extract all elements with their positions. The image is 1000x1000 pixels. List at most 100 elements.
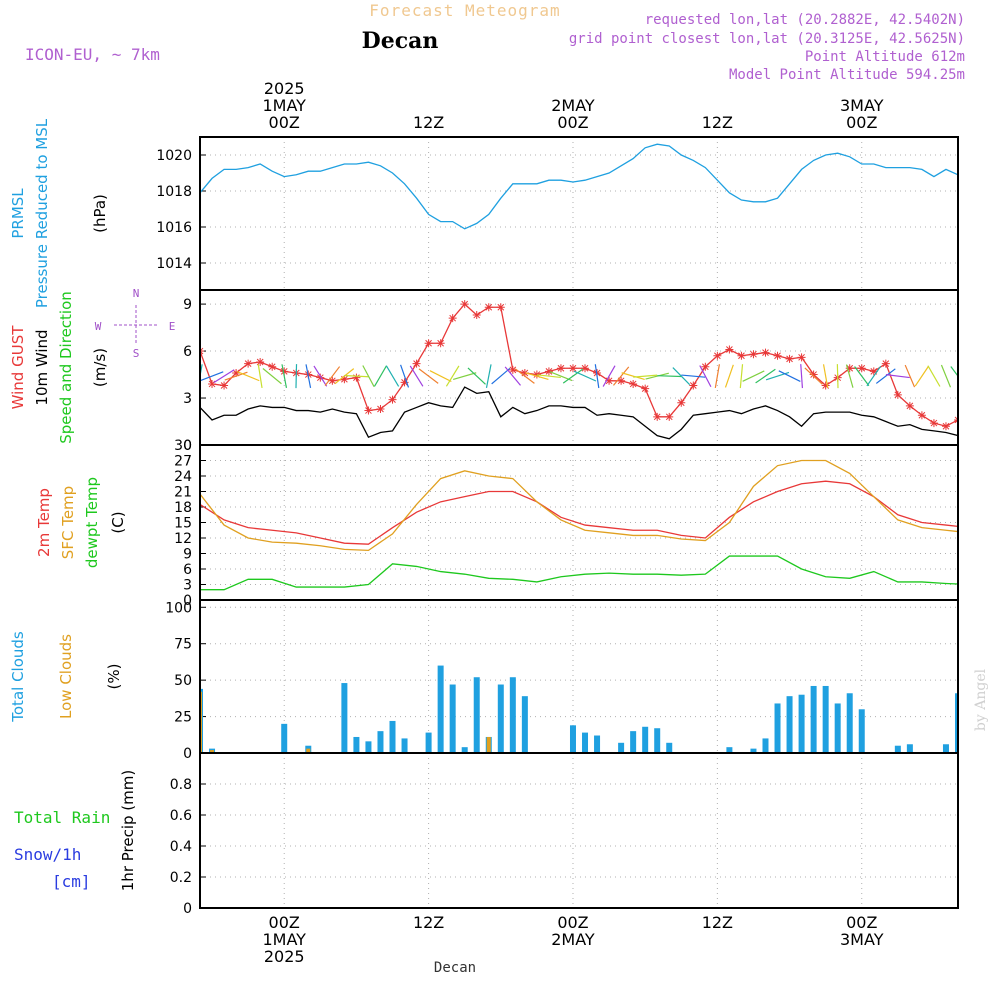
total-cloud-bar: [654, 728, 661, 753]
y-tick-label: 0.8: [170, 777, 192, 793]
time-tick-label: 00Z: [269, 113, 300, 132]
plot-area: [200, 143, 958, 230]
time-tick-label: 1MAY: [262, 96, 306, 115]
y-tick-label: 6: [183, 344, 192, 360]
gust-marker: [941, 422, 950, 431]
total-cloud-bar: [630, 731, 637, 753]
time-tick-label: 00Z: [846, 913, 877, 932]
gust-marker: [785, 354, 794, 363]
total-cloud-bar: [942, 744, 949, 753]
gust-marker: [340, 375, 349, 384]
total-cloud-bar: [365, 741, 372, 753]
y-tick-label: 18: [174, 500, 192, 516]
total-cloud-bar: [906, 744, 913, 753]
wind-arrow: [200, 364, 203, 380]
wind-arrow: [742, 370, 765, 382]
total-cloud-bar: [822, 685, 829, 753]
panels: 1014 1016 1018 1020 PRMSL Pressure Reduced to…: [9, 118, 986, 917]
series-sfc-temp: [200, 459, 958, 552]
gust-marker: [797, 353, 806, 362]
gust-marker: [172, 333, 180, 341]
gust-marker: [821, 381, 830, 390]
wind-arrow: [845, 364, 854, 388]
gust-marker: [220, 381, 229, 390]
compass-w-letter: W: [95, 320, 102, 333]
low-cloud-bar: [150, 750, 154, 753]
wind-arrow: [485, 364, 492, 389]
total-cloud-bar: [762, 738, 769, 753]
wind-arrow: [714, 364, 720, 389]
wind-arrow: [904, 364, 916, 388]
gust-marker: [556, 364, 565, 373]
wind-arrow: [875, 368, 896, 384]
gust-marker: [436, 339, 445, 348]
total-cloud-bar: [437, 665, 444, 753]
wind-arrow: [213, 369, 235, 384]
wind-arrow: [804, 367, 823, 385]
wind-arrow: [854, 366, 870, 387]
total-cloud-bar: [594, 735, 601, 753]
time-tick-label: 2MAY: [551, 930, 595, 949]
wind-arrow: [822, 364, 829, 389]
panel-label: PRMSL: [9, 188, 27, 239]
wind-arrow: [334, 368, 355, 385]
total-cloud-bar: [473, 677, 480, 753]
wind-arrow: [262, 368, 282, 385]
wind-arrow: [174, 364, 178, 388]
total-cloud-bar: [521, 696, 528, 753]
wind-arrow: [866, 365, 882, 387]
total-cloud-bar: [509, 677, 516, 753]
wind-arrow: [453, 372, 477, 381]
gust-marker: [160, 338, 168, 346]
gust-marker: [460, 300, 469, 309]
panel-frame: [199, 599, 959, 754]
wind-arrow: [645, 372, 669, 380]
total-cloud-bar: [955, 693, 958, 753]
y-tick-label: 0.2: [170, 870, 192, 886]
time-tick-label: 00Z: [557, 913, 588, 932]
plot-area: [150, 665, 973, 753]
panel-label: SFC Temp: [59, 486, 77, 559]
requested-coords: requested lon,lat (20.2882E, 42.5402N): [645, 12, 965, 28]
plot-area: [200, 459, 958, 591]
total-cloud-bar: [774, 703, 781, 753]
time-tick-label: 2MAY: [551, 96, 595, 115]
series-prmsl: [200, 143, 958, 230]
total-cloud-bar: [786, 696, 793, 753]
total-cloud-bar: [569, 725, 576, 753]
gust-marker: [917, 411, 926, 420]
gust-marker: [761, 348, 770, 357]
gust-marker: [484, 303, 493, 312]
gust-marker: [617, 376, 626, 385]
gust-marker: [881, 359, 890, 368]
gust-marker: [653, 412, 662, 421]
gust-marker: [978, 364, 986, 372]
y-tick-label: 6: [183, 562, 192, 578]
panel-label: (C): [109, 511, 127, 533]
wind-arrow: [950, 366, 958, 378]
wind-arrow: [295, 364, 298, 389]
y-tick-label: 3: [183, 391, 192, 407]
wind-arrow: [429, 370, 452, 383]
gust-marker: [400, 378, 409, 387]
total-cloud-bar: [967, 752, 973, 753]
gust-marker: [208, 379, 217, 388]
gust-marker: [966, 405, 974, 413]
y-tick-label: 0: [183, 901, 192, 917]
low-cloud-bar: [306, 748, 311, 753]
wind-arrow: [594, 364, 600, 389]
time-tick-label: 3MAY: [840, 96, 884, 115]
total-cloud-bar: [750, 748, 757, 753]
total-cloud-bar: [173, 721, 179, 753]
wind-arrow: [778, 370, 801, 382]
gust-marker: [773, 351, 782, 360]
gust-marker: [869, 367, 878, 376]
gust-marker: [232, 368, 241, 377]
low-cloud-bar: [486, 736, 491, 753]
panel-frame: [199, 752, 959, 909]
gust-marker: [749, 350, 758, 359]
time-tick-label: 00Z: [557, 113, 588, 132]
wind-arrow: [739, 364, 744, 389]
total-cloud-bar: [353, 736, 360, 753]
